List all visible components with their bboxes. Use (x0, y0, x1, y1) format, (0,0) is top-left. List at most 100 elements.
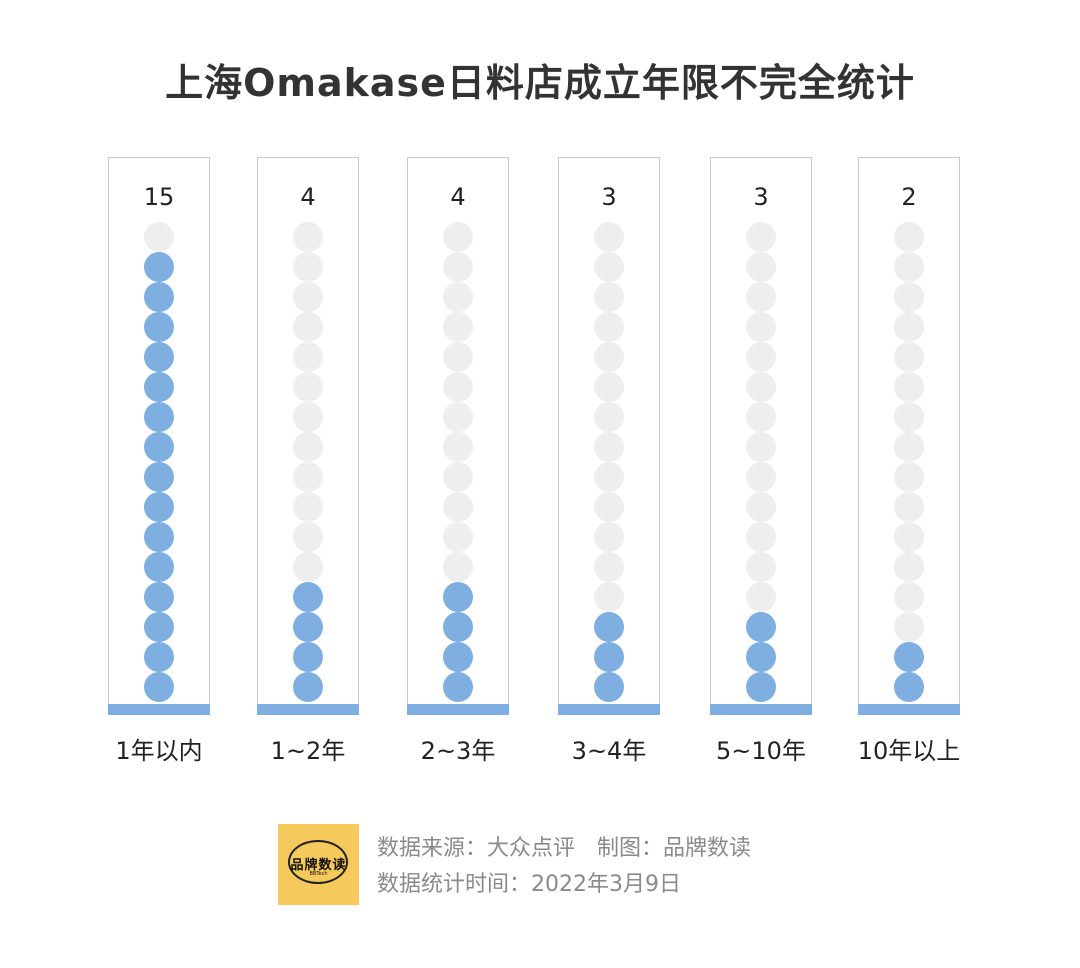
empty-dot (443, 222, 473, 252)
category-label: 2~3年 (421, 737, 496, 765)
category-label: 1~2年 (271, 737, 346, 765)
empty-dot (443, 282, 473, 312)
filled-dot (144, 462, 174, 492)
source-label: 数据来源：大众点评 (377, 836, 576, 861)
category-label: 3~4年 (572, 737, 647, 765)
empty-dot (894, 432, 924, 462)
column-3: 4 2~3年 (407, 157, 509, 765)
empty-dot (293, 342, 323, 372)
filled-dot (144, 552, 174, 582)
empty-dot (594, 372, 624, 402)
filled-dot (144, 492, 174, 522)
value-label: 15 (144, 183, 175, 211)
column-base (108, 704, 210, 715)
empty-dot (443, 552, 473, 582)
empty-dot (443, 432, 473, 462)
empty-dot (746, 402, 776, 432)
filled-dot (293, 642, 323, 672)
filled-dot (443, 642, 473, 672)
chart-footer: 品牌数读 BBTech 数据来源：大众点评 制图：品牌数读 数据统计时间：2022… (278, 824, 878, 906)
column-2: 4 1~2年 (257, 157, 359, 765)
filled-dot (144, 432, 174, 462)
empty-dot (746, 252, 776, 282)
empty-dot (594, 402, 624, 432)
empty-dot (894, 402, 924, 432)
empty-dot (293, 282, 323, 312)
empty-dot (594, 522, 624, 552)
empty-dot (594, 312, 624, 342)
column-6: 2 10年以上 (858, 157, 960, 765)
filled-dot (443, 672, 473, 702)
empty-dot (894, 342, 924, 372)
filled-dot (594, 642, 624, 672)
column-base (558, 704, 660, 715)
filled-dot (293, 612, 323, 642)
filled-dot (293, 672, 323, 702)
empty-dot (746, 462, 776, 492)
empty-dot (293, 432, 323, 462)
filled-dot (144, 642, 174, 672)
filled-dot (144, 402, 174, 432)
filled-dot (594, 612, 624, 642)
empty-dot (594, 252, 624, 282)
empty-dot (894, 312, 924, 342)
filled-dot (144, 312, 174, 342)
empty-dot (293, 522, 323, 552)
empty-dot (894, 252, 924, 282)
empty-dot (894, 612, 924, 642)
empty-dot (293, 372, 323, 402)
empty-dot (144, 222, 174, 252)
column-base (257, 704, 359, 715)
filled-dot (443, 582, 473, 612)
column-base (407, 704, 509, 715)
filled-dot (746, 642, 776, 672)
empty-dot (746, 282, 776, 312)
logo-text: 品牌数读 (290, 858, 347, 873)
empty-dot (894, 492, 924, 522)
empty-dot (746, 432, 776, 462)
filled-dot (144, 282, 174, 312)
filled-dot (746, 612, 776, 642)
empty-dot (293, 222, 323, 252)
logo-subtext: BBTech (309, 871, 328, 877)
empty-dot (594, 582, 624, 612)
empty-dot (293, 402, 323, 432)
empty-dot (894, 222, 924, 252)
filled-dot (144, 342, 174, 372)
brand-logo: 品牌数读 BBTech (278, 824, 359, 905)
empty-dot (594, 552, 624, 582)
empty-dot (894, 552, 924, 582)
empty-dot (594, 462, 624, 492)
empty-dot (746, 552, 776, 582)
empty-dot (443, 462, 473, 492)
source-line: 数据来源：大众点评 制图：品牌数读 (377, 830, 751, 862)
empty-dot (746, 492, 776, 522)
empty-dot (594, 282, 624, 312)
dot-column-chart: 15 1年以内 4 1~2年 4 2~3年 3 3~4年 3 5~10年 2 10年以上 (108, 157, 960, 765)
empty-dot (293, 252, 323, 282)
maker-label: 制图：品牌数读 (597, 836, 752, 861)
empty-dot (594, 492, 624, 522)
empty-dot (746, 522, 776, 552)
empty-dot (894, 462, 924, 492)
empty-dot (746, 372, 776, 402)
column-base (710, 704, 812, 715)
empty-dot (293, 492, 323, 522)
empty-dot (894, 582, 924, 612)
filled-dot (894, 642, 924, 672)
empty-dot (746, 222, 776, 252)
filled-dot (594, 672, 624, 702)
date-label: 数据统计时间：2022年3月9日 (377, 872, 681, 897)
column-4: 3 3~4年 (558, 157, 660, 765)
column-1: 15 1年以内 (108, 157, 210, 765)
empty-dot (443, 522, 473, 552)
filled-dot (144, 582, 174, 612)
empty-dot (894, 522, 924, 552)
value-label: 4 (450, 183, 465, 211)
empty-dot (746, 582, 776, 612)
value-label: 4 (300, 183, 315, 211)
filled-dot (144, 672, 174, 702)
empty-dot (443, 312, 473, 342)
category-label: 5~10年 (716, 737, 806, 765)
value-label: 3 (753, 183, 768, 211)
